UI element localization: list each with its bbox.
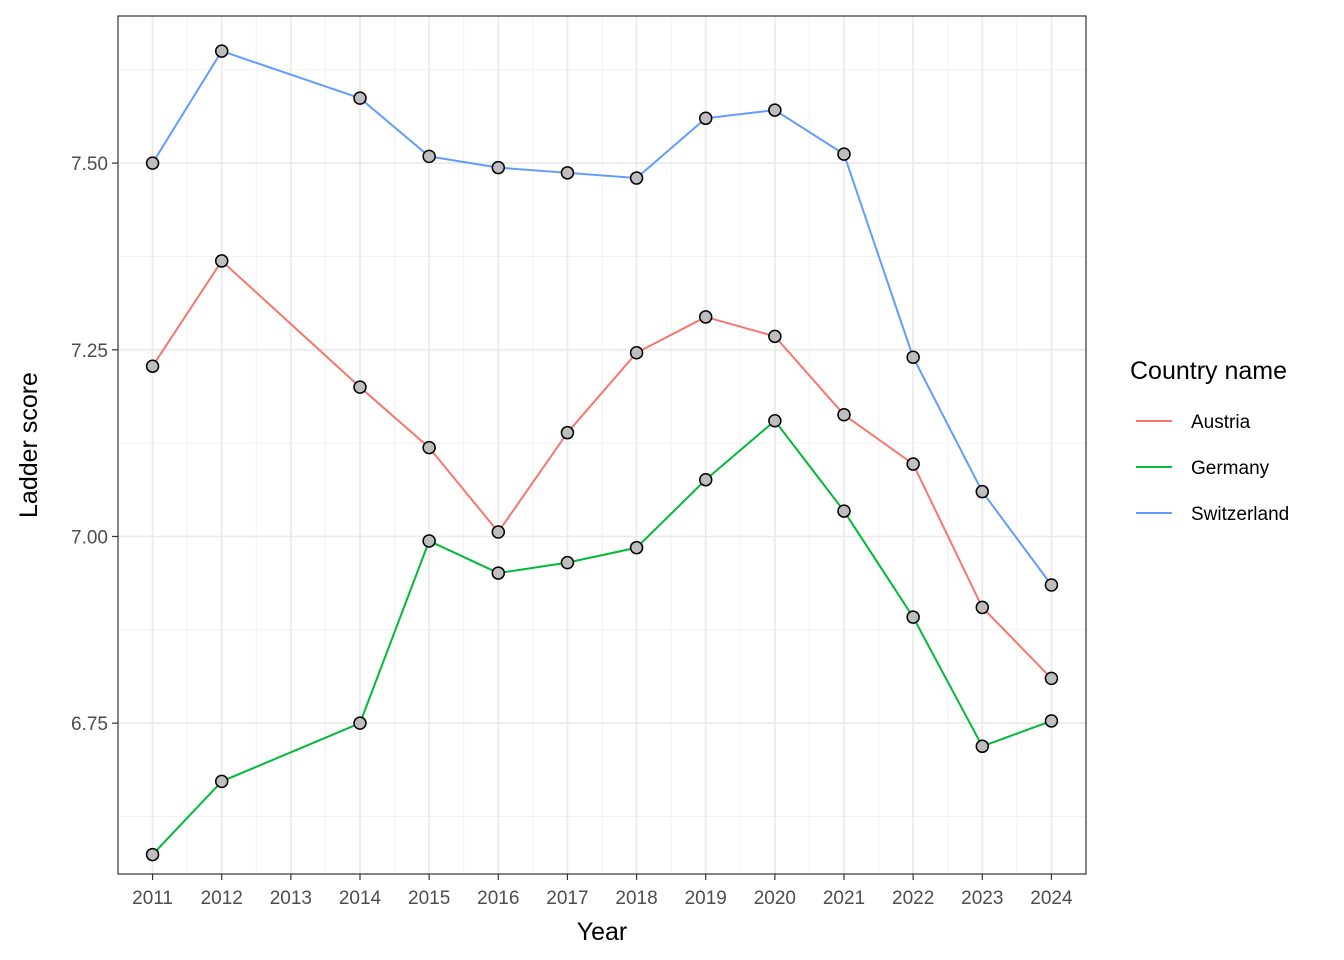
x-tick-label: 2020 (754, 888, 796, 909)
x-tick-label: 2017 (546, 888, 588, 909)
switzerland-point (560, 166, 575, 180)
switzerland-point (906, 350, 920, 365)
x-tick-label: 2016 (477, 888, 519, 909)
legend: Country name Austria Germany Switzerland (1130, 357, 1289, 525)
switzerland-point (768, 103, 782, 117)
x-axis-title: Year (577, 918, 628, 946)
x-tick-label: 2014 (339, 888, 382, 909)
switzerland-point (698, 111, 713, 126)
germany-point (214, 774, 229, 789)
plot-panel-border (117, 15, 1087, 875)
austria-point (629, 346, 644, 360)
germany-point (422, 534, 436, 548)
x-tick-label: 2021 (823, 888, 865, 909)
germany-point (698, 472, 713, 487)
germany-point (353, 716, 367, 730)
x-tick-label: 2013 (270, 888, 312, 909)
austria-point (422, 440, 436, 455)
x-tick-label: 2022 (892, 888, 934, 909)
austria-point (906, 457, 920, 471)
germany-point (560, 555, 575, 570)
austria-point (975, 600, 990, 615)
austria-point (491, 525, 506, 539)
austria-legend-label: Austria (1191, 412, 1251, 433)
y-tick-label: 6.75 (71, 714, 108, 735)
legend-title: Country name (1130, 357, 1287, 385)
switzerland-point (1044, 578, 1059, 592)
x-axis: 2011 2012 2013 2014 2015 2016 2017 2018 2019 2020… (132, 874, 1073, 909)
germany-point (975, 739, 990, 754)
switzerland-legend-label: Switzerland (1191, 504, 1289, 525)
austria-point (353, 380, 367, 394)
austria-point (560, 425, 575, 440)
x-tick-label: 2018 (615, 888, 657, 909)
austria-point (214, 254, 229, 268)
x-tick-label: 2019 (685, 888, 727, 909)
y-tick-label: 7.00 (71, 527, 108, 548)
germany-point (629, 540, 644, 555)
austria-point (698, 310, 713, 324)
germany-point (768, 413, 782, 428)
y-axis-title: Ladder score (15, 372, 43, 518)
y-tick-label: 7.25 (71, 341, 108, 362)
germany-point (906, 610, 920, 624)
x-tick-label: 2023 (961, 888, 1003, 909)
x-tick-label: 2012 (201, 888, 243, 909)
x-tick-label: 2015 (408, 888, 450, 909)
switzerland-point (422, 149, 436, 164)
germany-point (837, 504, 851, 518)
x-tick-label: 2024 (1030, 888, 1073, 909)
switzerland-point (629, 171, 644, 185)
germany-legend-label: Germany (1191, 458, 1270, 479)
austria-point (145, 359, 160, 373)
y-axis: 6.75 7.00 7.25 7.50 (71, 154, 118, 735)
switzerland-point (353, 91, 367, 105)
x-tick-label: 2011 (132, 888, 173, 909)
germany-point (145, 847, 160, 862)
switzerland-point (214, 44, 229, 58)
switzerland-point (145, 156, 160, 170)
switzerland-point (491, 160, 506, 175)
austria-point (768, 329, 782, 344)
switzerland-point (975, 484, 990, 499)
austria-point (1044, 671, 1059, 686)
series-points (145, 44, 1059, 862)
minor-gridlines (118, 16, 1086, 874)
germany-point (491, 566, 506, 580)
y-tick-label: 7.50 (71, 154, 108, 175)
switzerland-point (837, 147, 851, 161)
austria-point (837, 408, 851, 422)
germany-point (1044, 714, 1059, 728)
